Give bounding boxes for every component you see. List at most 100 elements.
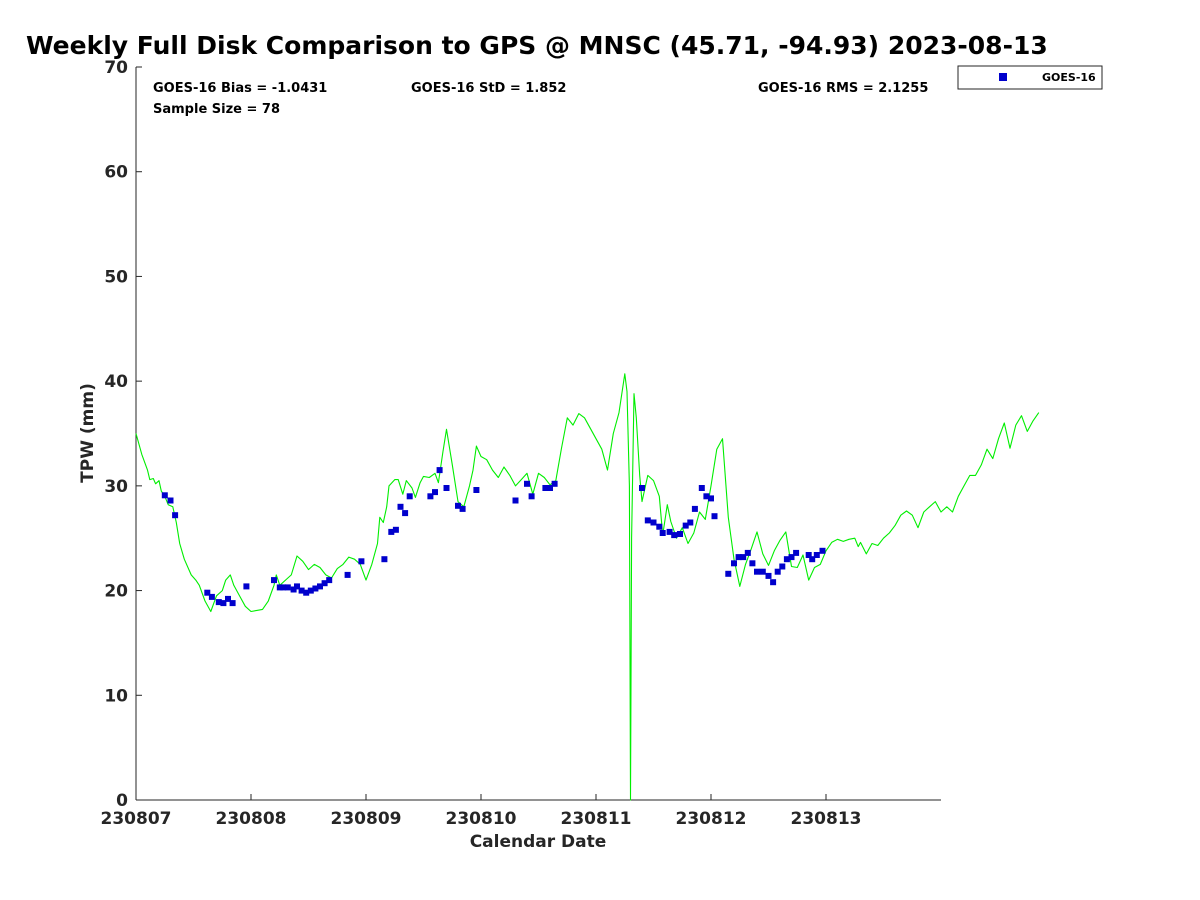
goes16-point <box>358 558 365 565</box>
goes16-point <box>276 584 283 591</box>
goes16-point <box>298 587 305 594</box>
goes16-point <box>455 502 461 509</box>
goes16-point <box>770 579 777 586</box>
goes16-point <box>656 523 663 530</box>
goes16-point <box>402 510 409 517</box>
goes16-point <box>225 595 231 602</box>
goes16-point <box>551 480 558 487</box>
goes16-point <box>321 580 328 587</box>
goes16-point <box>809 556 816 563</box>
legend-marker <box>999 73 1007 81</box>
goes16-point <box>725 570 732 577</box>
goes16-point <box>774 568 781 575</box>
goes16-point <box>813 552 820 558</box>
goes16-point <box>243 583 250 590</box>
goes16-point <box>703 493 710 500</box>
goes16-point <box>473 487 480 493</box>
std-stat: GOES-16 StD = 1.852 <box>411 81 566 96</box>
goes16-point <box>290 586 297 593</box>
gps-series <box>135 373 1040 801</box>
goes16-point <box>691 505 698 512</box>
y-tick-label: 70 <box>104 58 128 78</box>
goes16-point <box>682 522 689 529</box>
y-tick-label: 10 <box>104 686 128 706</box>
goes16-point <box>208 593 215 600</box>
x-tick-label: 230810 <box>446 809 517 829</box>
x-tick-label: 230811 <box>561 809 632 829</box>
x-tick-label: 230812 <box>676 809 747 829</box>
goes16-point <box>711 513 718 520</box>
goes16-point <box>639 485 645 491</box>
goes16-point <box>779 563 786 570</box>
x-tick-label: 230809 <box>331 809 402 829</box>
bias-stat: GOES-16 Bias = -1.0431 <box>153 81 327 96</box>
goes16-point <box>759 568 766 575</box>
goes16-point <box>406 493 413 500</box>
legend-label: GOES-16 <box>1042 71 1096 84</box>
y-axis-label: TPW (mm) <box>78 383 98 483</box>
y-tick-label: 50 <box>104 267 128 287</box>
goes16-point <box>229 600 236 607</box>
goes16-point <box>294 583 300 590</box>
sample-size-stat: Sample Size = 78 <box>153 102 280 117</box>
y-tick-label: 60 <box>104 163 128 183</box>
goes16-point <box>204 589 211 596</box>
plot-axes <box>135 67 941 801</box>
goes16-point <box>644 517 651 524</box>
goes16-point <box>650 519 657 526</box>
goes16-point <box>392 526 399 533</box>
goes16-point <box>698 485 705 491</box>
goes16-point <box>749 560 756 567</box>
goes16-point <box>280 584 287 591</box>
y-tick-label: 30 <box>104 477 128 497</box>
goes16-point <box>671 532 678 539</box>
x-tick-label: 230813 <box>791 809 862 829</box>
goes16-point <box>744 549 751 556</box>
goes16-point <box>172 512 179 519</box>
goes16-point <box>307 587 314 594</box>
x-tick-label: 230807 <box>101 809 172 829</box>
gps-tpw-line <box>135 373 1040 801</box>
y-ticks: 0 10 20 30 40 50 60 70 <box>104 58 142 811</box>
goes16-point <box>512 497 519 504</box>
y-tick-label: 20 <box>104 582 128 602</box>
goes16-point <box>805 552 812 558</box>
goes16-point <box>443 485 450 491</box>
goes16-point <box>542 485 549 491</box>
goes16-point <box>788 554 795 561</box>
legend: GOES-16 <box>957 65 1103 90</box>
goes16-point <box>819 547 826 554</box>
goes16-point <box>528 493 535 500</box>
goes16-point <box>381 556 388 563</box>
goes16-point <box>793 549 800 556</box>
goes16-point <box>547 485 553 491</box>
goes16-point <box>167 497 174 504</box>
goes16-point <box>731 560 737 567</box>
y-tick-label: 0 <box>116 791 128 811</box>
goes16-point <box>436 467 443 474</box>
goes16-point <box>312 585 319 592</box>
goes16-point <box>317 583 323 590</box>
goes16-point <box>459 505 466 512</box>
goes16-point <box>687 519 694 526</box>
goes16-series <box>161 467 826 607</box>
goes16-point <box>659 530 666 536</box>
goes16-point <box>765 572 772 579</box>
goes16-point <box>740 554 747 561</box>
goes16-point <box>666 528 673 535</box>
x-axis-label: Calendar Date <box>470 832 607 852</box>
goes16-point <box>284 584 291 591</box>
goes16-point <box>427 493 434 500</box>
goes16-point <box>220 600 227 607</box>
goes16-point <box>388 528 395 535</box>
goes16-point <box>326 577 333 584</box>
goes16-point <box>215 599 222 606</box>
goes16-point <box>783 556 790 563</box>
chart-title: Weekly Full Disk Comparison to GPS @ MNS… <box>26 31 1048 60</box>
goes16-point <box>303 589 310 596</box>
goes16-point <box>161 492 168 499</box>
goes16-point <box>344 571 351 578</box>
goes16-point <box>754 568 760 575</box>
y-tick-label: 40 <box>104 372 128 392</box>
